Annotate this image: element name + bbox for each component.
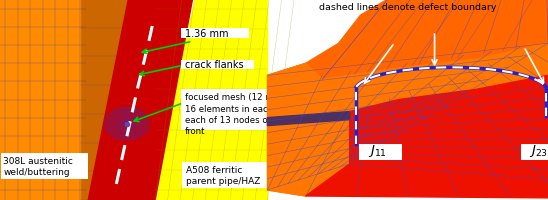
Polygon shape (267, 0, 548, 80)
Text: focused mesh (12 rings with
16 elements in each) around
each of 13 nodes on crac: focused mesh (12 rings with 16 elements … (185, 93, 309, 135)
Text: 308L austenitic
weld/buttering: 308L austenitic weld/buttering (3, 156, 73, 176)
Text: crack flanks: crack flanks (185, 60, 243, 70)
Polygon shape (147, 0, 267, 200)
Text: A508 ferritic
parent pipe/HAZ: A508 ferritic parent pipe/HAZ (186, 165, 260, 185)
FancyBboxPatch shape (181, 29, 249, 38)
Bar (0, 0, 80, 200)
Polygon shape (267, 44, 548, 196)
FancyBboxPatch shape (182, 163, 280, 188)
FancyBboxPatch shape (181, 90, 290, 130)
Polygon shape (267, 112, 350, 126)
Polygon shape (306, 56, 548, 200)
FancyBboxPatch shape (181, 61, 254, 69)
Polygon shape (267, 64, 322, 196)
Text: 1.36 mm: 1.36 mm (185, 28, 228, 38)
FancyBboxPatch shape (521, 144, 548, 161)
Polygon shape (88, 0, 192, 200)
Text: $\mathit{J}_{23}$: $\mathit{J}_{23}$ (529, 143, 548, 158)
Text: $\mathit{J}_{11}$: $\mathit{J}_{11}$ (368, 143, 387, 158)
Text: dashed lines denote defect boundary: dashed lines denote defect boundary (319, 3, 496, 12)
FancyBboxPatch shape (359, 144, 402, 161)
FancyBboxPatch shape (1, 154, 88, 179)
Bar (0, 0, 155, 200)
